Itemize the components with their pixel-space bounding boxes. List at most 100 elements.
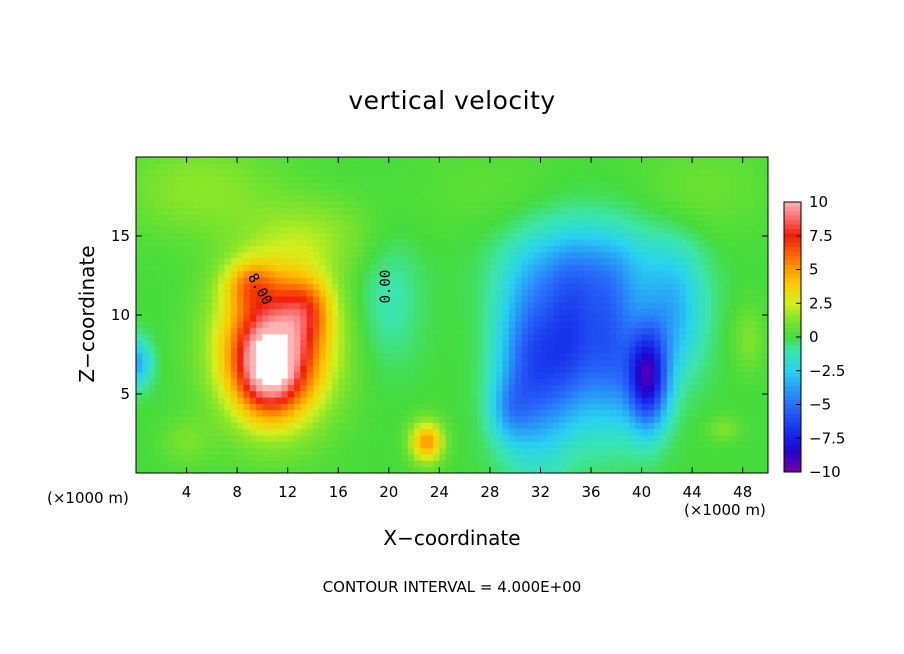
heatmap-cell xyxy=(565,232,573,240)
heatmap-cell xyxy=(704,327,712,335)
heatmap-cell xyxy=(641,157,649,164)
heatmap-cell xyxy=(167,289,175,297)
heatmap-cell xyxy=(546,289,554,297)
heatmap-cell xyxy=(736,397,744,404)
heatmap-cell xyxy=(521,378,529,385)
heatmap-cell xyxy=(281,277,289,284)
heatmap-cell xyxy=(262,447,270,455)
heatmap-cell xyxy=(723,169,731,177)
heatmap-cell xyxy=(616,277,624,284)
heatmap-cell xyxy=(673,245,680,253)
heatmap-cell xyxy=(350,264,358,272)
heatmap-cell xyxy=(540,428,548,436)
heatmap-cell xyxy=(218,289,225,297)
heatmap-cell xyxy=(679,188,687,196)
heatmap-cell xyxy=(546,207,554,215)
heatmap-cell xyxy=(281,403,289,411)
heatmap-cell xyxy=(199,169,206,177)
heatmap-cell xyxy=(572,321,579,329)
heatmap-cell xyxy=(540,435,548,442)
heatmap-cell xyxy=(458,169,466,177)
heatmap-cell xyxy=(192,188,200,196)
heatmap-cell xyxy=(641,239,649,246)
heatmap-cell xyxy=(205,384,213,392)
heatmap-cell xyxy=(635,384,642,392)
heatmap-cell xyxy=(458,441,466,449)
heatmap-cell xyxy=(742,157,750,164)
heatmap-cell xyxy=(256,460,263,468)
heatmap-cell xyxy=(243,384,251,392)
heatmap-cell xyxy=(300,201,308,208)
heatmap-cell xyxy=(464,251,472,259)
heatmap-cell xyxy=(711,321,718,329)
heatmap-cell xyxy=(660,239,668,246)
heatmap-cell xyxy=(275,409,282,417)
heatmap-cell xyxy=(692,245,699,253)
heatmap-cell xyxy=(730,390,737,398)
heatmap-cell xyxy=(553,239,560,246)
heatmap-cell xyxy=(445,226,453,234)
heatmap-cell xyxy=(698,182,706,189)
heatmap-cell xyxy=(407,454,415,461)
heatmap-cell xyxy=(578,163,586,171)
heatmap-cell xyxy=(591,390,598,398)
heatmap-cell xyxy=(622,308,630,316)
heatmap-cell xyxy=(641,169,649,177)
heatmap-cell xyxy=(445,460,453,468)
heatmap-cell xyxy=(136,277,143,284)
heatmap-cell xyxy=(350,340,358,347)
heatmap-cell xyxy=(578,454,586,461)
heatmap-cell xyxy=(679,435,687,442)
heatmap-cell xyxy=(578,435,586,442)
heatmap-cell xyxy=(199,277,206,284)
heatmap-cell xyxy=(483,378,491,385)
heatmap-cell xyxy=(591,270,598,278)
heatmap-cell xyxy=(218,270,225,278)
heatmap-cell xyxy=(527,466,535,474)
heatmap-cell xyxy=(300,352,308,360)
heatmap-cell xyxy=(192,321,200,329)
heatmap-cell xyxy=(268,428,276,436)
heatmap-cell xyxy=(515,302,522,310)
heatmap-cell xyxy=(420,460,428,468)
heatmap-cell xyxy=(376,270,383,278)
heatmap-cell xyxy=(256,409,263,417)
heatmap-cell xyxy=(622,371,630,379)
heatmap-cell xyxy=(369,232,377,240)
heatmap-cell xyxy=(186,239,194,246)
heatmap-cell xyxy=(610,397,617,404)
heatmap-cell xyxy=(154,466,162,474)
heatmap-cell xyxy=(559,435,567,442)
heatmap-cell xyxy=(192,182,200,189)
heatmap-cell xyxy=(685,428,693,436)
heatmap-cell xyxy=(452,213,459,221)
heatmap-cell xyxy=(445,296,453,303)
heatmap-cell xyxy=(742,359,750,366)
heatmap-cell xyxy=(749,441,756,449)
heatmap-cell xyxy=(161,251,168,259)
heatmap-cell xyxy=(660,220,668,227)
heatmap-cell xyxy=(319,270,326,278)
heatmap-cell xyxy=(565,157,573,164)
heatmap-cell xyxy=(331,188,339,196)
heatmap-cell xyxy=(388,201,396,208)
heatmap-cell xyxy=(142,258,150,265)
heatmap-cell xyxy=(736,264,744,272)
heatmap-cell xyxy=(565,321,573,329)
heatmap-cell xyxy=(224,207,232,215)
heatmap-cell xyxy=(546,333,554,341)
heatmap-cell xyxy=(698,346,706,354)
heatmap-cell xyxy=(565,340,573,347)
heatmap-cell xyxy=(268,321,276,329)
heatmap-cell xyxy=(540,397,548,404)
heatmap-cell xyxy=(755,454,763,461)
heatmap-cell xyxy=(167,454,175,461)
heatmap-cell xyxy=(496,251,503,259)
heatmap-cell xyxy=(249,226,257,234)
heatmap-cell xyxy=(730,340,737,347)
heatmap-cell xyxy=(660,346,668,354)
heatmap-cell xyxy=(136,251,143,259)
heatmap-cell xyxy=(186,289,194,297)
heatmap-cell xyxy=(679,289,687,297)
heatmap-cell xyxy=(730,428,737,436)
